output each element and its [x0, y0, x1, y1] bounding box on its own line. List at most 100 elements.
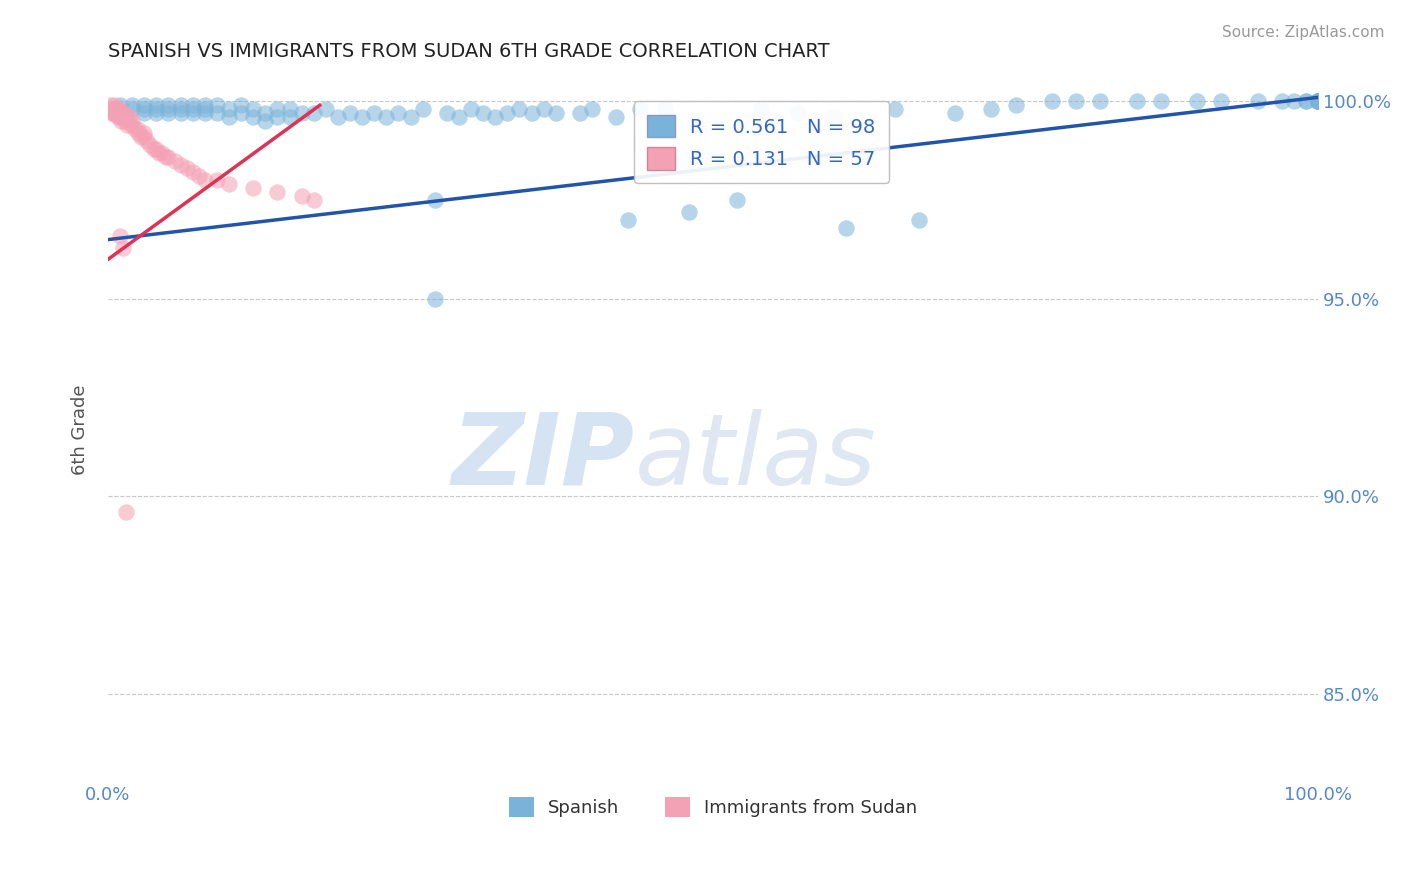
Point — [291, 189, 314, 203]
Point — [339, 106, 361, 120]
Point — [115, 110, 138, 124]
Point — [112, 106, 135, 120]
Point — [1308, 95, 1330, 109]
Point — [630, 102, 652, 116]
Point — [1295, 95, 1317, 109]
Point — [108, 228, 131, 243]
Point — [399, 110, 422, 124]
Point — [387, 106, 409, 120]
Point — [105, 102, 128, 116]
Point — [145, 102, 167, 116]
Point — [111, 240, 134, 254]
Point — [823, 110, 845, 124]
Point — [145, 106, 167, 120]
Point — [352, 110, 374, 124]
Point — [124, 122, 146, 136]
Point — [181, 98, 204, 112]
Point — [152, 145, 174, 160]
Point — [145, 142, 167, 156]
Point — [169, 106, 191, 120]
Point — [105, 106, 128, 120]
Point — [229, 98, 252, 112]
Point — [266, 185, 288, 199]
Text: ZIP: ZIP — [451, 409, 634, 506]
Point — [134, 106, 156, 120]
Point — [218, 110, 240, 124]
Point — [229, 106, 252, 120]
Point — [121, 114, 143, 128]
Point — [163, 153, 186, 168]
Point — [148, 145, 170, 160]
Point — [725, 193, 748, 207]
Point — [169, 98, 191, 112]
Point — [134, 126, 156, 140]
Point — [654, 102, 676, 116]
Point — [127, 126, 149, 140]
Point — [1308, 95, 1330, 109]
Y-axis label: 6th Grade: 6th Grade — [72, 384, 89, 475]
Point — [143, 142, 166, 156]
Point — [110, 106, 132, 120]
Point — [157, 98, 180, 112]
Point — [205, 98, 228, 112]
Point — [120, 118, 142, 132]
Point — [1308, 95, 1330, 109]
Point — [194, 173, 217, 187]
Point — [266, 110, 288, 124]
Point — [176, 161, 198, 176]
Point — [702, 153, 724, 168]
Point — [117, 114, 139, 128]
Point — [786, 106, 808, 120]
Point — [472, 106, 495, 120]
Point — [1308, 95, 1330, 109]
Text: Source: ZipAtlas.com: Source: ZipAtlas.com — [1222, 25, 1385, 40]
Point — [103, 98, 125, 112]
Point — [205, 173, 228, 187]
Point — [1090, 95, 1112, 109]
Point — [326, 110, 349, 124]
Point — [484, 110, 506, 124]
Point — [605, 110, 627, 124]
Point — [135, 134, 157, 148]
Point — [194, 102, 217, 116]
Point — [114, 114, 136, 128]
Point — [121, 98, 143, 112]
Point — [139, 137, 162, 152]
Point — [980, 102, 1002, 116]
Point — [544, 106, 567, 120]
Point — [460, 102, 482, 116]
Point — [134, 129, 156, 144]
Point — [1308, 95, 1330, 109]
Point — [181, 102, 204, 116]
Point — [423, 292, 446, 306]
Point — [108, 98, 131, 112]
Point — [121, 102, 143, 116]
Point — [218, 102, 240, 116]
Point — [110, 114, 132, 128]
Point — [302, 193, 325, 207]
Point — [533, 102, 555, 116]
Point — [103, 106, 125, 120]
Point — [101, 106, 124, 120]
Point — [1308, 95, 1330, 109]
Point — [157, 150, 180, 164]
Point — [107, 110, 129, 124]
Point — [278, 110, 301, 124]
Point — [315, 102, 337, 116]
Point — [678, 205, 700, 219]
Point — [1308, 95, 1330, 109]
Point — [751, 102, 773, 116]
Point — [111, 110, 134, 124]
Point — [1125, 95, 1147, 109]
Point — [101, 102, 124, 116]
Point — [127, 122, 149, 136]
Point — [375, 110, 398, 124]
Point — [1246, 95, 1268, 109]
Point — [104, 102, 127, 116]
Point — [134, 102, 156, 116]
Point — [181, 106, 204, 120]
Point — [1282, 95, 1305, 109]
Point — [157, 102, 180, 116]
Point — [496, 106, 519, 120]
Point — [266, 102, 288, 116]
